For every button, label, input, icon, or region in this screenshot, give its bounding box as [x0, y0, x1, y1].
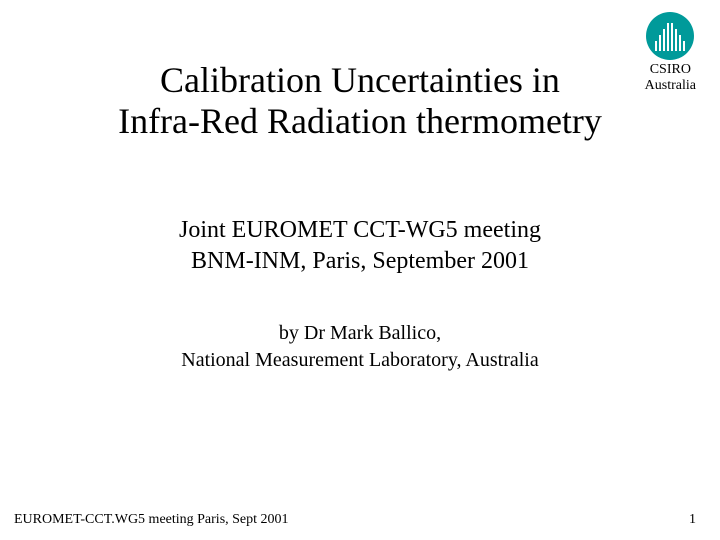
author-line2: National Measurement Laboratory, Austral…	[0, 347, 720, 374]
subtitle-line2: BNM-INM, Paris, September 2001	[0, 246, 720, 277]
logo-bars	[655, 21, 685, 51]
slide-subtitle: Joint EUROMET CCT-WG5 meeting BNM-INM, P…	[0, 215, 720, 277]
title-line1: Calibration Uncertainties in	[0, 60, 720, 101]
subtitle-line1: Joint EUROMET CCT-WG5 meeting	[0, 215, 720, 246]
author-line1: by Dr Mark Ballico,	[0, 320, 720, 347]
footer-left: EUROMET-CCT.WG5 meeting Paris, Sept 2001	[14, 512, 289, 528]
author-block: by Dr Mark Ballico, National Measurement…	[0, 320, 720, 374]
logo-icon	[646, 12, 694, 60]
slide-title: Calibration Uncertainties in Infra-Red R…	[0, 60, 720, 143]
page-number: 1	[689, 512, 696, 528]
title-line2: Infra-Red Radiation thermometry	[0, 101, 720, 142]
slide: CSIRO Australia Calibration Uncertaintie…	[0, 0, 720, 540]
